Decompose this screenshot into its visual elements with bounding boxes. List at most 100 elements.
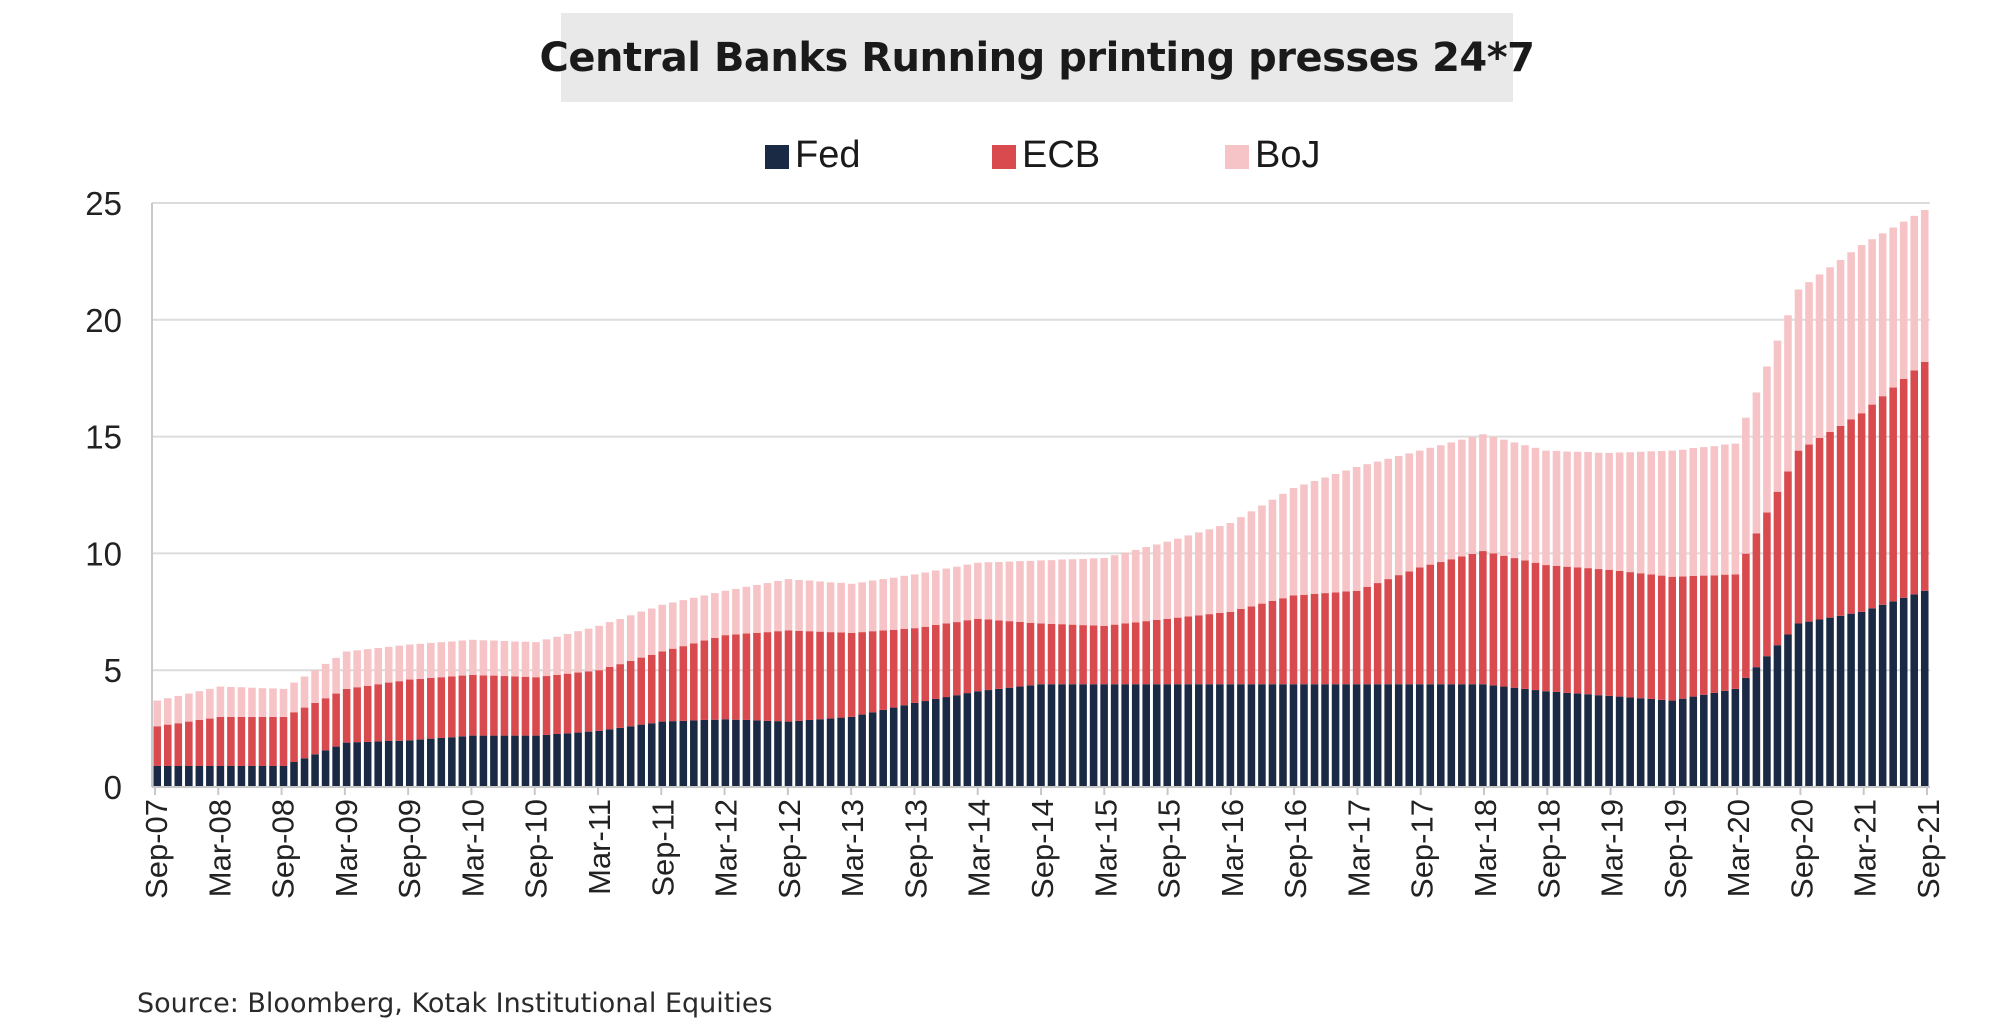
- x-tick-label: Sep-07: [139, 799, 174, 899]
- bar-fed: [1878, 604, 1887, 787]
- bar-fed: [1805, 621, 1813, 787]
- bar-ecb: [353, 687, 361, 743]
- bar-fed: [889, 707, 898, 787]
- bar-boj: [574, 631, 582, 673]
- bar-fed: [816, 719, 824, 787]
- bar-ecb: [942, 623, 951, 698]
- bar-fed: [1594, 695, 1603, 787]
- bar-boj: [721, 590, 730, 636]
- bar-boj: [542, 639, 551, 677]
- bar-boj: [690, 597, 698, 644]
- bar-fed: [1542, 691, 1550, 787]
- bar-boj: [1089, 558, 1098, 626]
- bar-ecb: [1373, 583, 1382, 685]
- bar-ecb: [1247, 606, 1256, 685]
- bar-fed: [1342, 684, 1350, 787]
- bar-ecb: [1426, 564, 1435, 685]
- bar-boj: [1710, 446, 1719, 576]
- bar-boj: [1678, 449, 1687, 577]
- bar-ecb: [1731, 574, 1740, 689]
- bar-ecb: [258, 716, 267, 766]
- bar-ecb: [1279, 598, 1287, 685]
- bar-boj: [616, 619, 624, 665]
- bar-boj: [1310, 480, 1319, 594]
- bar-fed: [1205, 684, 1214, 787]
- bar-ecb: [974, 618, 982, 692]
- bar-fed: [542, 734, 551, 787]
- bar-ecb: [753, 632, 761, 721]
- bar-ecb: [1437, 562, 1445, 685]
- bar-boj: [1079, 559, 1087, 626]
- x-tick-label: Sep-16: [1278, 799, 1313, 899]
- bar-ecb: [1142, 621, 1150, 685]
- bar-ecb: [1500, 555, 1508, 687]
- bar-ecb: [711, 637, 719, 720]
- bar-ecb: [1405, 571, 1414, 685]
- bar-ecb: [1531, 562, 1540, 691]
- bar-boj: [1657, 451, 1666, 576]
- bar-fed: [1689, 696, 1698, 787]
- bar-boj: [279, 688, 288, 717]
- bar-fed: [563, 733, 572, 787]
- bar-ecb: [427, 677, 435, 739]
- bar-fed: [932, 698, 940, 787]
- bar-fed: [1216, 684, 1224, 787]
- bar-boj: [458, 640, 467, 676]
- bar-ecb: [174, 723, 183, 766]
- bar-fed: [1152, 684, 1161, 787]
- y-tick-label: 20: [85, 302, 122, 339]
- x-tick-label: Sep-15: [1152, 799, 1187, 899]
- bar-boj: [995, 562, 1003, 621]
- bar-ecb: [1868, 404, 1876, 609]
- bar-boj: [1847, 252, 1855, 420]
- bar-boj: [1773, 340, 1782, 492]
- bar-ecb: [448, 676, 456, 738]
- bar-fed: [1605, 695, 1613, 787]
- bar-fed: [290, 762, 298, 787]
- bar-fed: [248, 765, 256, 787]
- bar-boj: [658, 604, 667, 652]
- bar-fed: [458, 736, 467, 787]
- bar-boj: [1226, 523, 1235, 612]
- bar-ecb: [342, 688, 351, 743]
- bar-boj: [711, 593, 719, 638]
- bar-ecb: [584, 671, 593, 732]
- bar-ecb: [1836, 425, 1845, 616]
- bar-ecb: [1794, 450, 1803, 624]
- bar-fed: [1657, 699, 1666, 787]
- bar-boj: [405, 644, 414, 680]
- bar-fed: [784, 721, 793, 787]
- bar-boj: [258, 688, 267, 717]
- bar-ecb: [321, 698, 330, 751]
- bar-boj: [1889, 227, 1897, 388]
- bar-boj: [1247, 511, 1256, 607]
- bar-ecb: [953, 622, 961, 696]
- bar-ecb: [248, 716, 256, 766]
- bar-ecb: [700, 640, 709, 720]
- bar-boj: [784, 579, 793, 631]
- bar-fed: [658, 721, 667, 787]
- bar-ecb: [1047, 623, 1056, 685]
- bar-fed: [1426, 684, 1435, 787]
- bar-boj: [300, 676, 309, 708]
- bar-ecb: [153, 726, 162, 766]
- bar-fed: [1647, 698, 1655, 787]
- bar-boj: [269, 688, 277, 717]
- bar-ecb: [1847, 419, 1855, 614]
- bar-fed: [795, 720, 803, 787]
- bar-fed: [995, 688, 1003, 787]
- bar-ecb: [679, 646, 688, 721]
- bar-boj: [353, 650, 361, 688]
- bar-ecb: [1342, 591, 1350, 685]
- bar-ecb: [1268, 600, 1277, 685]
- bar-fed: [1268, 684, 1277, 787]
- bar-fed: [1752, 667, 1761, 787]
- bar-boj: [1920, 210, 1929, 362]
- bar-ecb: [1878, 396, 1887, 605]
- bar-boj: [1899, 221, 1908, 379]
- bar-fed: [1258, 684, 1266, 787]
- bar-boj: [1552, 450, 1561, 566]
- bar-ecb: [521, 676, 530, 736]
- bar-ecb: [469, 674, 477, 736]
- bar-fed: [1163, 684, 1172, 787]
